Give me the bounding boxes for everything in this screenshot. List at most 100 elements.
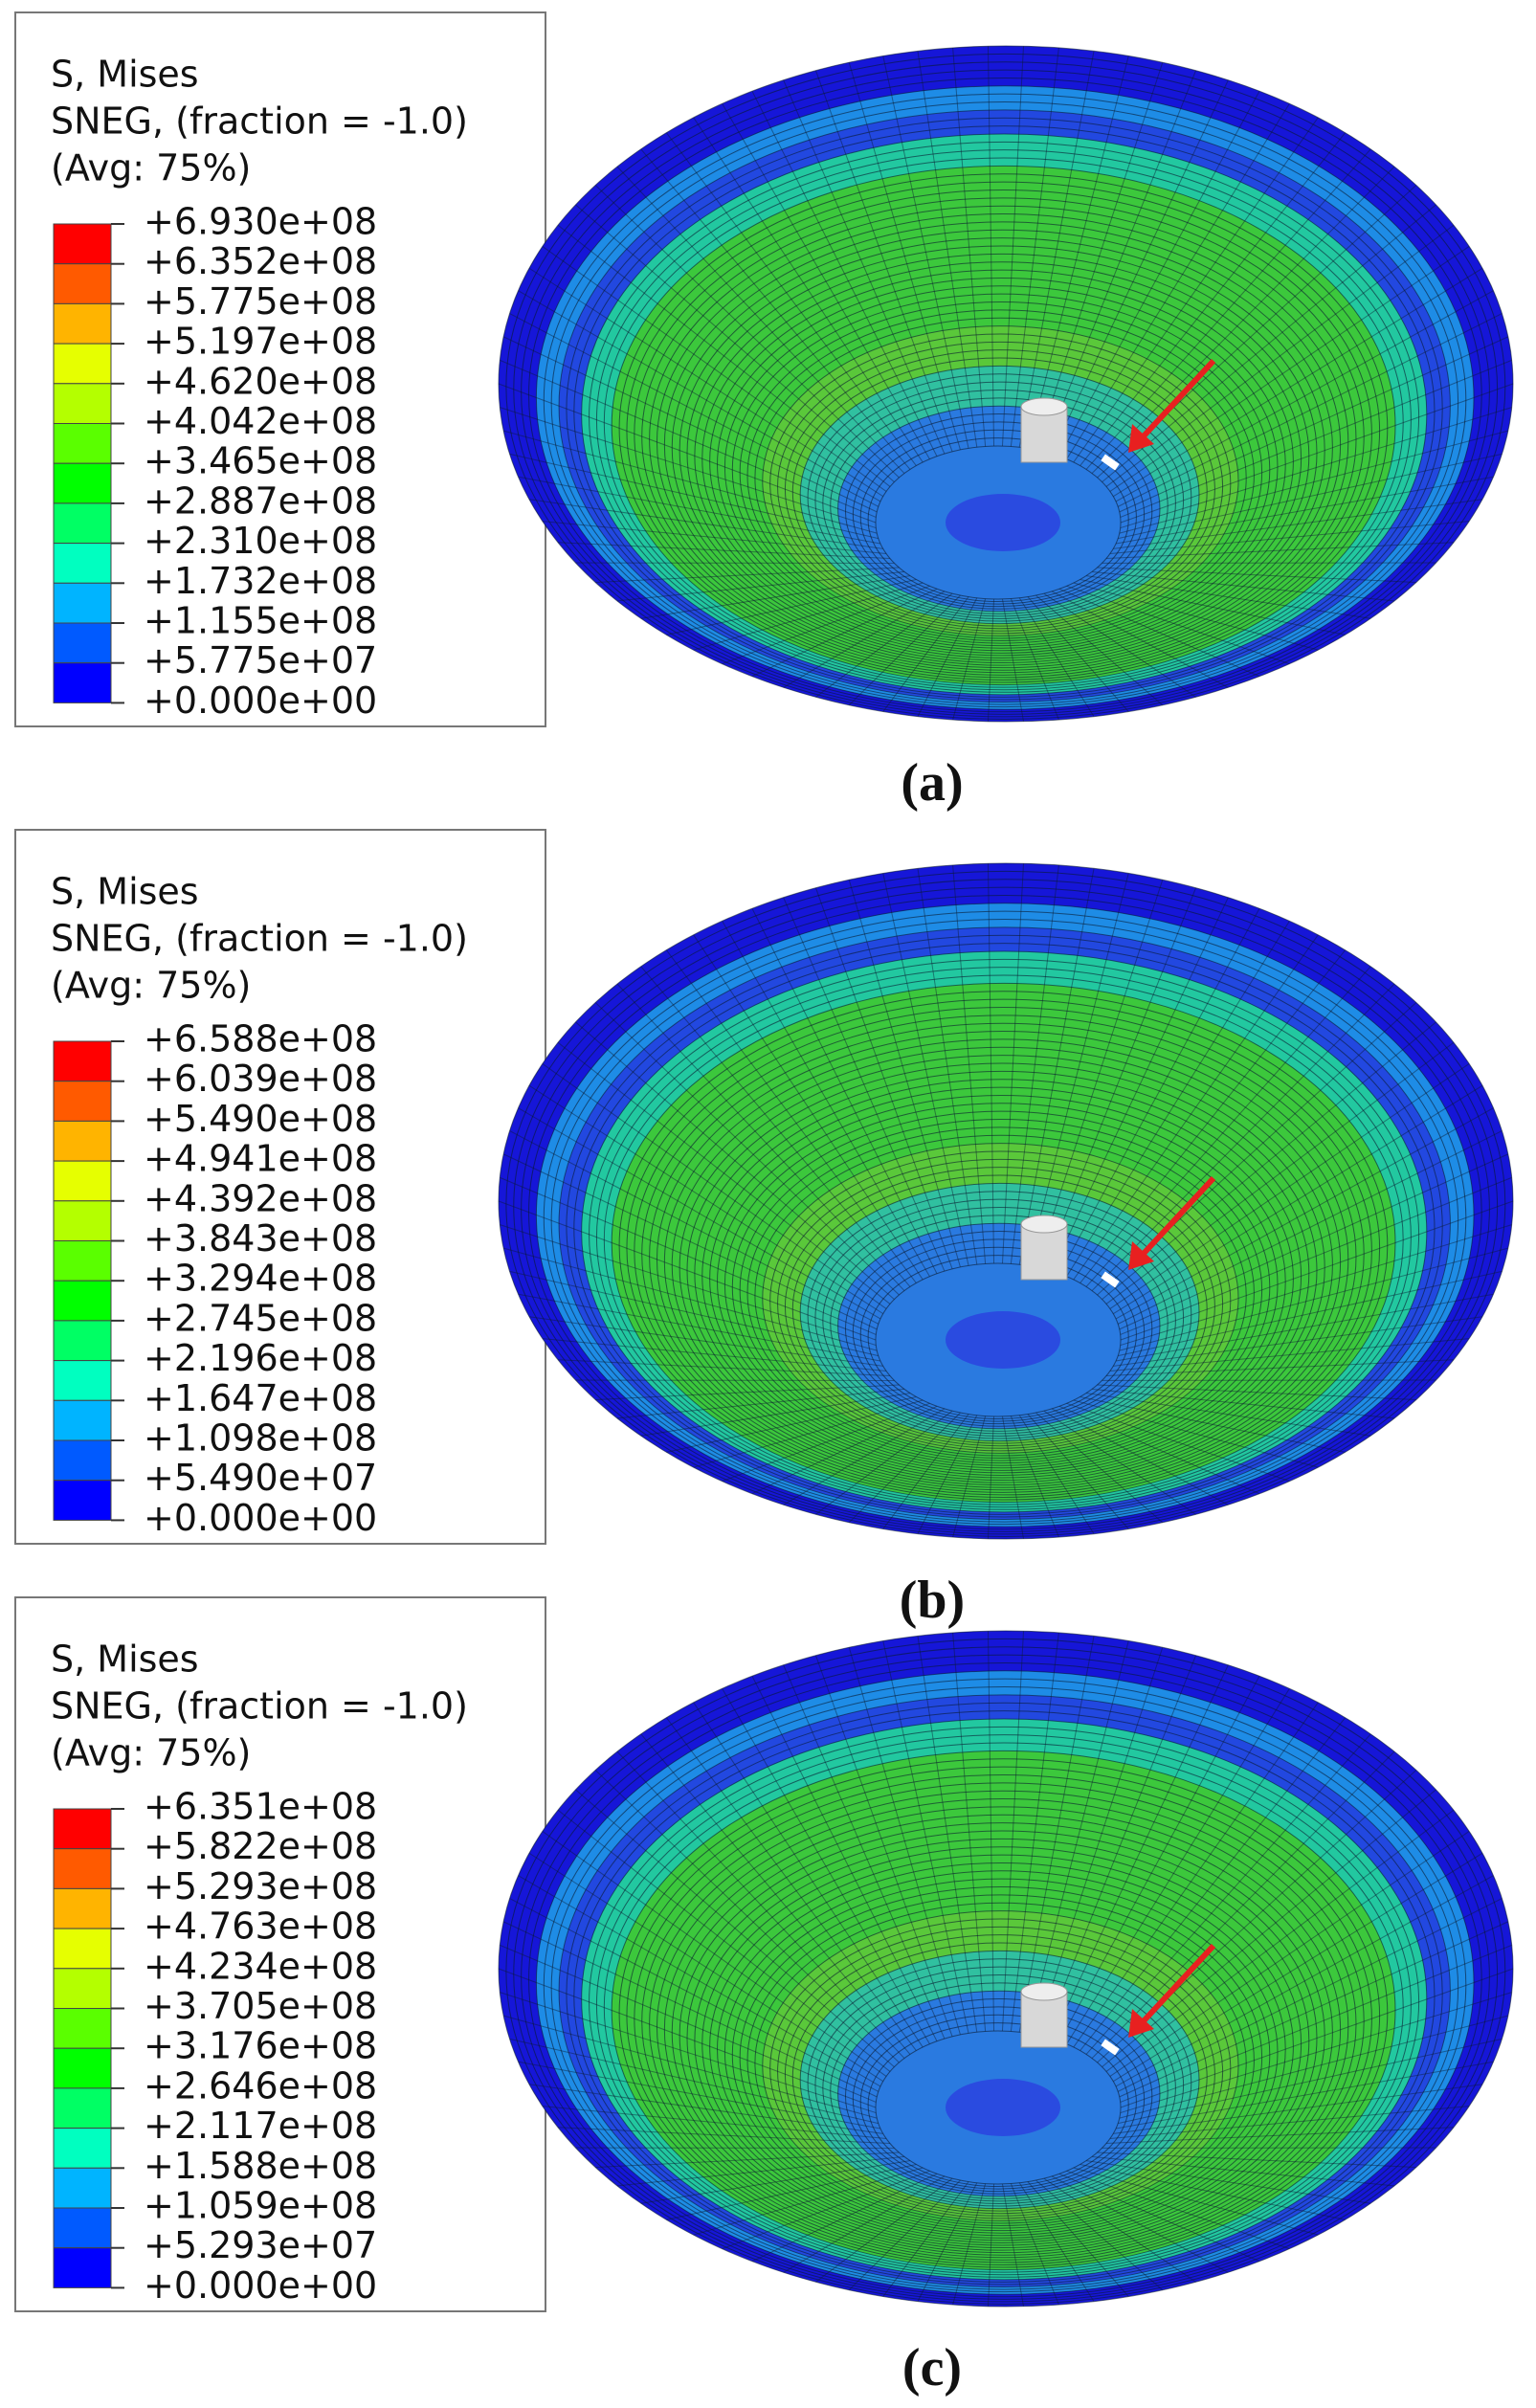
mesh-line	[542, 2106, 887, 2140]
mesh-line	[558, 2127, 891, 2145]
level-label: +2.745e+08	[144, 1297, 377, 1339]
color-band	[53, 1848, 112, 1889]
tear-marker	[1101, 454, 1120, 471]
mesh-line	[1115, 1875, 1494, 2087]
level-label: +3.705e+08	[144, 1985, 377, 2027]
mesh-line	[1091, 1750, 1395, 2059]
mesh-line	[1027, 873, 1129, 1266]
mesh-line	[1117, 1130, 1503, 1325]
level-label: +1.059e+08	[144, 2185, 377, 2227]
mesh-line	[1120, 383, 1514, 524]
mesh-line	[988, 598, 995, 722]
caption: (b)	[900, 1571, 965, 1630]
mesh-line	[509, 1270, 879, 1357]
mesh-line	[509, 453, 879, 540]
mesh-line	[500, 1944, 877, 2103]
mesh-line	[1102, 1789, 1436, 2067]
mesh-line	[1073, 2167, 1319, 2236]
mesh-line	[1018, 2182, 1095, 2302]
mesh-line	[1120, 359, 1512, 518]
mesh-line	[616, 983, 905, 1291]
mesh-line	[518, 1107, 881, 1320]
mesh-line	[1115, 290, 1494, 502]
mesh-line	[1051, 897, 1229, 1272]
mesh-line	[988, 1631, 995, 2032]
mesh-line	[1027, 56, 1129, 449]
mesh-line	[1043, 592, 1196, 698]
mesh-line	[722, 585, 930, 665]
mesh-line	[1092, 2155, 1395, 2187]
mesh-line	[882, 873, 969, 1266]
legend-title: S, Mises	[51, 1639, 199, 1681]
mesh-line	[595, 1384, 900, 1400]
mesh-line	[1119, 430, 1508, 534]
mesh-line	[722, 2170, 930, 2250]
level-label: +6.352e+08	[144, 240, 377, 282]
color-band	[53, 582, 112, 624]
mesh-line	[518, 2061, 881, 2129]
mesh-line	[1115, 1293, 1494, 1362]
mesh-line	[542, 246, 887, 492]
color-band	[53, 1399, 112, 1441]
color-band	[53, 1968, 112, 2009]
level-label: +3.294e+08	[144, 1258, 377, 1300]
mesh-line	[500, 359, 877, 518]
mesh-line	[1001, 1631, 1024, 2032]
mesh-line	[1051, 591, 1229, 688]
mesh-line	[616, 570, 904, 602]
color-band	[53, 383, 112, 424]
mesh-line	[1058, 1676, 1260, 2041]
mesh-line	[1109, 521, 1470, 555]
mesh-line	[1035, 1412, 1164, 1524]
mesh-line	[640, 148, 911, 470]
color-band	[53, 1480, 112, 1521]
level-label: +5.490e+07	[144, 1457, 377, 1499]
mesh-line	[557, 224, 891, 487]
mesh-line	[783, 591, 946, 688]
mesh-line	[1058, 908, 1260, 1274]
color-band	[53, 2167, 112, 2209]
mesh-line	[751, 908, 938, 1274]
level-label: +0.000e+00	[144, 1497, 377, 1539]
mesh-line	[1105, 224, 1455, 487]
color-band	[53, 423, 112, 464]
mesh-line	[1080, 2163, 1346, 2220]
mesh-line	[848, 1647, 961, 2036]
mesh-line	[693, 934, 924, 1281]
mesh-line	[575, 1021, 895, 1300]
mesh-line	[1109, 1063, 1470, 1309]
mesh-line	[814, 887, 953, 1269]
level-label: +5.822e+08	[144, 1825, 377, 1867]
mesh-line	[1109, 1338, 1470, 1372]
color-band	[53, 502, 112, 545]
mesh-line	[1113, 1316, 1483, 1367]
mesh-line	[1018, 51, 1095, 448]
mesh-line	[1018, 597, 1095, 717]
arrow-head	[1128, 1241, 1154, 1270]
mesh-line	[518, 1875, 881, 2087]
mesh-line	[882, 1414, 969, 1529]
mesh-line	[751, 588, 938, 678]
mesh-line	[1073, 934, 1319, 1281]
mesh-line	[558, 1359, 891, 1377]
mesh-line	[557, 1809, 891, 2072]
mesh-line	[1035, 1647, 1164, 2036]
mesh-line	[1119, 1921, 1509, 2098]
mesh-line	[1105, 542, 1454, 560]
level-label: +3.465e+08	[144, 440, 377, 482]
mesh-line	[952, 2183, 987, 2306]
tool-top	[1020, 1982, 1068, 2001]
level-label: +0.000e+00	[144, 680, 377, 722]
tear-marker	[1101, 1271, 1120, 1288]
mesh-line	[952, 1632, 987, 2032]
bowl-contour	[498, 1630, 1514, 2308]
color-band	[53, 543, 112, 584]
arrow-head	[1128, 2009, 1154, 2038]
mesh-line	[557, 1041, 891, 1304]
mesh-line	[882, 2181, 969, 2297]
color-band	[53, 263, 112, 304]
mesh-line	[1119, 1247, 1508, 1351]
mesh-line	[528, 2084, 883, 2134]
bowl-contour	[498, 45, 1514, 723]
level-label: +5.775e+08	[144, 280, 377, 323]
